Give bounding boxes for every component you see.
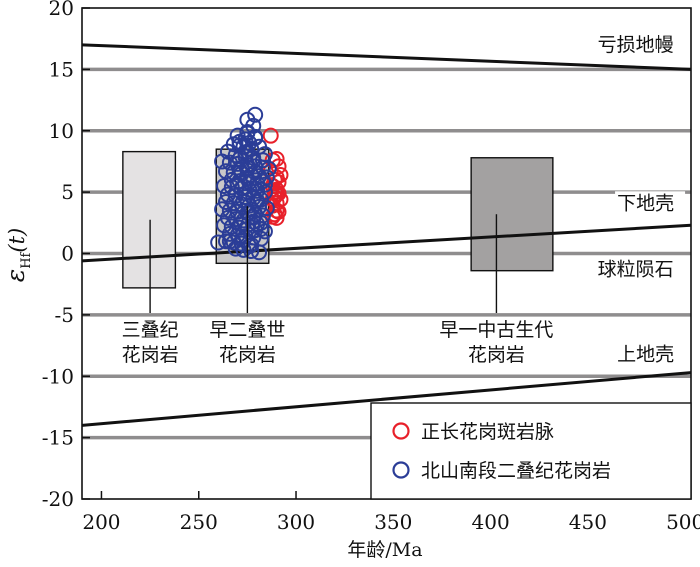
evolution-line	[82, 371, 691, 427]
point-red	[262, 127, 279, 144]
granite-range-boxes	[122, 148, 554, 289]
line-label-bg	[615, 191, 686, 216]
box-label: 花岗岩	[122, 344, 179, 366]
legend-box	[370, 402, 692, 500]
range-box-3	[470, 157, 554, 272]
box-label-bg	[113, 318, 188, 370]
line-label: 球粒陨石	[598, 259, 674, 281]
line-label: 下地壳	[617, 192, 674, 214]
x-axis-label: 年龄/Ma	[347, 539, 422, 561]
box-label-bg	[199, 318, 296, 370]
point-blue	[249, 192, 266, 209]
line-label-bg	[615, 342, 686, 367]
point-red	[268, 186, 285, 203]
point-blue	[214, 153, 231, 170]
y-tick-label: 10	[49, 119, 74, 143]
point-blue	[245, 208, 262, 225]
legend-label: 北山南段二叠纪花岗岩	[421, 460, 611, 482]
evolution-lines	[82, 43, 691, 427]
y-axis-label: εHf(t)	[1, 228, 34, 282]
x-tick-label: 500	[666, 510, 700, 534]
box-label: 花岗岩	[468, 344, 525, 366]
point-blue	[239, 125, 256, 142]
box-label: 早二叠世	[209, 319, 285, 341]
box-label: 花岗岩	[219, 344, 276, 366]
box-label: 早一中古生代	[439, 319, 553, 341]
y-tick-label: -10	[42, 364, 74, 388]
axis-ticks: 200 250 300 350 400 450 500 -20 -15 -10 -5 0 5 10 15 20	[42, 0, 700, 534]
evolution-line	[82, 223, 691, 263]
y-axis-label-symbol: ε	[1, 269, 30, 282]
y-tick-label: -20	[42, 487, 74, 511]
y-tick-label: 20	[49, 0, 74, 20]
y-axis-label-subscript: Hf	[19, 251, 34, 268]
legend-marker	[392, 461, 410, 479]
point-blue	[237, 185, 254, 202]
point-blue	[210, 234, 227, 251]
box-leader-lines	[149, 206, 498, 313]
point-blue	[241, 238, 258, 255]
legend-label: 正长花岗斑岩脉	[421, 421, 554, 443]
y-tick-label: 0	[61, 242, 74, 266]
line-label-bg	[595, 32, 688, 57]
x-tick-label: 400	[472, 510, 510, 534]
point-blue	[245, 153, 262, 170]
line-label-bg	[595, 257, 688, 282]
x-tick-label: 300	[277, 510, 315, 534]
point-blue	[231, 137, 248, 154]
box-label-bg	[426, 318, 567, 370]
y-tick-label: -15	[42, 426, 74, 450]
point-blue	[221, 233, 238, 250]
x-tick-label: 450	[569, 510, 607, 534]
x-tick-label: 250	[180, 510, 218, 534]
x-tick-label: 350	[374, 510, 412, 534]
point-blue	[253, 220, 270, 237]
point-blue	[254, 173, 271, 190]
line-label: 上地壳	[617, 343, 674, 365]
point-blue	[247, 106, 264, 123]
point-blue	[233, 216, 250, 233]
y-tick-label: 15	[49, 57, 74, 81]
range-box-1	[122, 150, 177, 289]
point-blue	[247, 130, 264, 147]
legend-marker	[392, 422, 410, 440]
y-tick-label: -5	[55, 303, 74, 327]
point-blue	[241, 204, 258, 221]
evolution-line	[82, 43, 691, 71]
y-axis-label-tail: (t)	[5, 228, 29, 253]
box-label: 三叠纪	[122, 319, 179, 341]
x-tick-label: 200	[82, 510, 120, 534]
data-points	[210, 106, 289, 261]
line-label: 亏损地幔	[598, 34, 674, 56]
y-tick-label: 5	[61, 180, 74, 204]
